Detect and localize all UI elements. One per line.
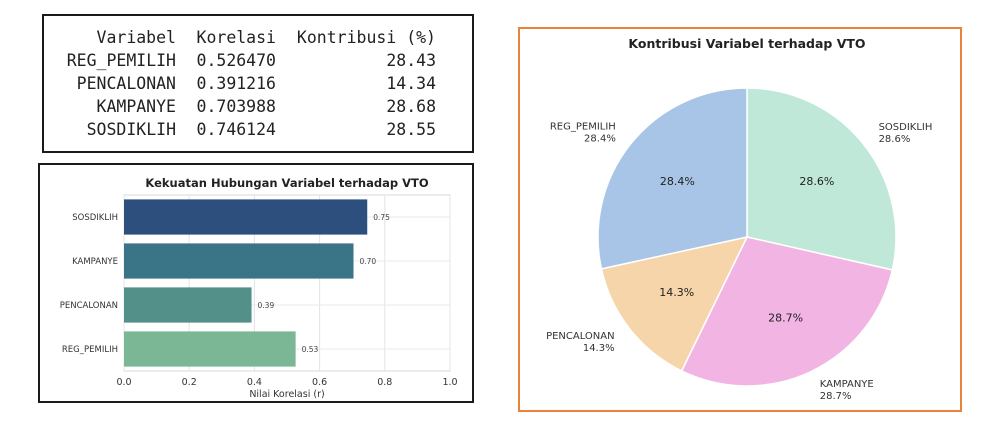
table-cell: 0.391216: [196, 74, 276, 93]
slice-outer-label: PENCALONAN 14.3%: [546, 331, 615, 354]
x-tick-label: 0.0: [116, 377, 131, 388]
y-tick-label: REG_PEMILIH: [62, 345, 118, 355]
column-header: Korelasi: [196, 28, 276, 47]
y-tick-label: KAMPANYE: [72, 257, 118, 267]
data-table-panel: Variabel Korelasi Kontribusi (%) REG_PEM…: [42, 14, 474, 153]
slice-percent-label: 28.6%: [799, 175, 834, 188]
slice-outer-label: KAMPANYE 28.7%: [820, 379, 874, 402]
table-cell: PENCALONAN: [76, 74, 176, 93]
y-tick-label: PENCALONAN: [60, 301, 118, 311]
bar-value-label: 0.70: [360, 257, 377, 266]
bar: [124, 287, 252, 323]
bar: [124, 243, 354, 279]
table-cell: 28.43: [386, 51, 436, 70]
pie-chart-title: Kontribusi Variabel terhadap VTO: [628, 36, 865, 51]
column-header: Kontribusi (%): [296, 28, 436, 47]
table-cell: KAMPANYE: [96, 97, 176, 116]
table-row: PENCALONAN 0.391216 14.34: [58, 72, 436, 95]
bar-value-label: 0.75: [373, 213, 390, 222]
bar-value-label: 0.53: [302, 345, 319, 354]
table-row: KAMPANYE 0.703988 28.68: [58, 95, 436, 118]
pie-chart-panel: Kontribusi Variabel terhadap VTO 28.6% 28…: [518, 27, 962, 412]
table-cell: 28.68: [386, 97, 436, 116]
slice-percent-label: 28.7%: [768, 312, 803, 325]
bar-value-label: 0.39: [258, 301, 275, 310]
x-tick-label: 0.2: [182, 377, 197, 388]
table-cell: 0.746124: [196, 120, 276, 139]
table-cell: SOSDIKLIH: [86, 120, 176, 139]
pie-slice: [746, 87, 897, 271]
column-header: Variabel: [96, 28, 176, 47]
pie-slice: [597, 87, 748, 270]
x-tick-label: 1.0: [442, 377, 457, 388]
slice-percent-label: 28.4%: [660, 175, 695, 188]
table-cell: 14.34: [386, 74, 436, 93]
pie-chart: Kontribusi Variabel terhadap VTO 28.6% 28…: [546, 36, 933, 402]
x-axis-label: Nilai Korelasi (r): [249, 389, 324, 400]
slice-outer-label: SOSDIKLIH 28.6%: [879, 122, 933, 145]
bar: [124, 199, 368, 235]
table-cell: 0.703988: [196, 97, 276, 116]
x-tick-label: 0.8: [377, 377, 392, 388]
slice-outer-label: REG_PEMILIH 28.4%: [550, 121, 616, 144]
slice-percent-label: 14.3%: [659, 286, 694, 299]
x-tick-label: 0.6: [312, 377, 327, 388]
bar-chart-panel: Kekuatan Hubungan Variabel terhadap VTO …: [38, 163, 474, 403]
table-row: SOSDIKLIH 0.746124 28.55: [58, 118, 436, 141]
bar-chart: Kekuatan Hubungan Variabel terhadap VTO …: [60, 176, 458, 400]
pie-slice: [600, 235, 749, 372]
bar-chart-title: Kekuatan Hubungan Variabel terhadap VTO: [145, 176, 428, 190]
table-row: REG_PEMILIH 0.526470 28.43: [58, 49, 436, 72]
y-tick-label: SOSDIKLIH: [72, 213, 118, 223]
x-tick-label: 0.4: [247, 377, 262, 388]
table-cell: REG_PEMILIH: [66, 51, 176, 70]
pie-slice: [680, 236, 894, 387]
table-header-row: Variabel Korelasi Kontribusi (%): [58, 26, 436, 49]
table-cell: 0.526470: [196, 51, 276, 70]
table-cell: 28.55: [386, 120, 436, 139]
bar: [124, 331, 296, 367]
data-table: Variabel Korelasi Kontribusi (%) REG_PEM…: [58, 26, 436, 141]
